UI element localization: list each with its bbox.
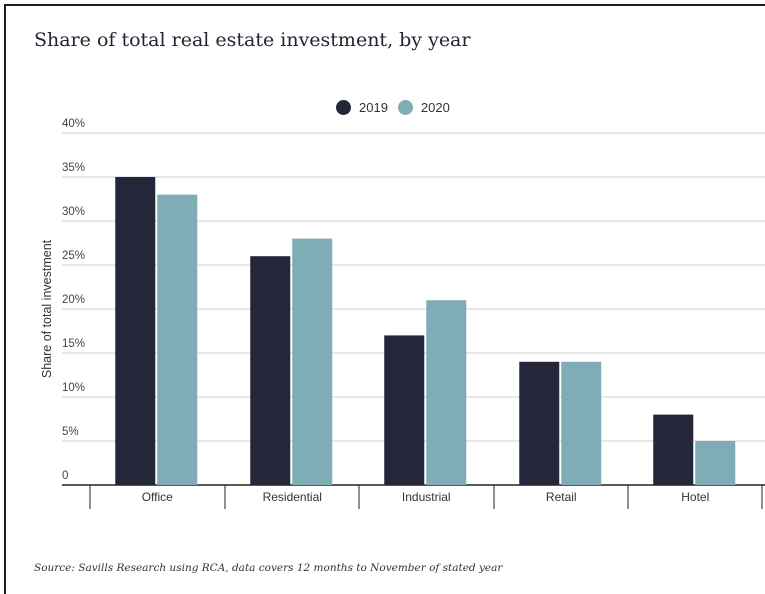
y-tick-label: 15% xyxy=(62,338,85,350)
y-tick-label: 25% xyxy=(62,250,85,262)
legend-label-2020: 2020 xyxy=(420,100,450,115)
y-tick-label: 0 xyxy=(62,470,68,482)
x-tick-label: Office xyxy=(142,490,173,504)
chart-title: Share of total real estate investment, b… xyxy=(34,29,471,51)
bar-2019-retail xyxy=(519,361,560,485)
y-tick-label: 5% xyxy=(62,426,79,438)
y-tick-label: 35% xyxy=(62,162,85,174)
legend-item-2020: 2020 xyxy=(397,100,450,115)
bar-2019-hotel xyxy=(653,414,694,485)
bar-2020-residential xyxy=(292,238,333,485)
y-tick-label: 10% xyxy=(62,382,85,394)
source-note: Source: Savills Research using RCA, data… xyxy=(34,562,503,574)
x-tick-label: Residential xyxy=(263,490,322,504)
legend-swatch-2020 xyxy=(397,100,413,115)
legend-item-2019: 2019 xyxy=(336,100,388,115)
bar-2019-industrial xyxy=(384,335,425,485)
bar-2020-industrial xyxy=(426,300,467,485)
legend: 2019 2020 xyxy=(336,100,460,115)
legend-label-2019: 2019 xyxy=(359,100,388,115)
x-tick-label: Retail xyxy=(546,490,577,504)
bar-2020-hotel xyxy=(695,441,736,485)
bar-2020-office xyxy=(157,194,198,485)
y-tick-label: 40% xyxy=(62,118,85,130)
legend-swatch-2019 xyxy=(336,100,351,115)
y-axis-label: Share of total investment xyxy=(40,239,54,378)
y-tick-label: 20% xyxy=(62,294,85,306)
y-tick-label: 30% xyxy=(62,206,85,218)
x-tick-label: Industrial xyxy=(402,490,451,504)
bar-2019-office xyxy=(115,177,156,485)
bar-2019-residential xyxy=(250,256,291,485)
x-tick-label: Hotel xyxy=(681,490,709,504)
bar-2020-retail xyxy=(561,361,602,485)
